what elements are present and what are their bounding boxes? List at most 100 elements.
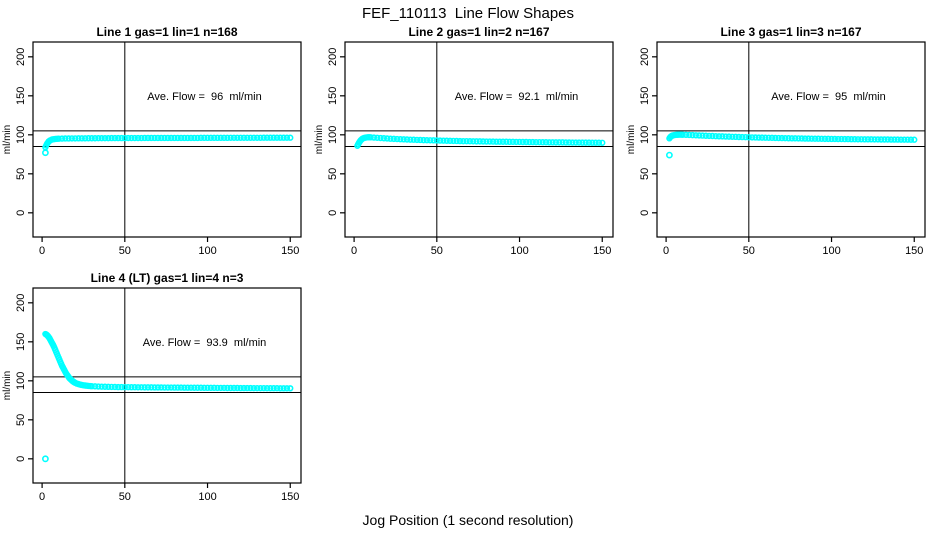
data-point bbox=[834, 135, 842, 143]
data-point bbox=[821, 135, 829, 143]
data-point bbox=[719, 133, 726, 140]
data-point bbox=[253, 134, 261, 141]
y-tick-label: 100 bbox=[15, 126, 27, 144]
data-point bbox=[374, 134, 381, 141]
ave-flow-annotation: Ave. Flow = 92.1 ml/min bbox=[455, 91, 579, 103]
data-point bbox=[131, 384, 138, 391]
data-point bbox=[58, 135, 66, 142]
data-point bbox=[167, 134, 175, 142]
data-point bbox=[78, 135, 86, 142]
data-point bbox=[745, 134, 753, 141]
data-point bbox=[154, 134, 162, 142]
data-point bbox=[732, 133, 739, 141]
data-point bbox=[798, 135, 805, 142]
subplot-title: Line 4 (LT) gas=1 lin=4 n=3 bbox=[91, 271, 244, 285]
outlier-point bbox=[42, 455, 49, 463]
data-point bbox=[277, 134, 284, 141]
data-point bbox=[715, 133, 723, 140]
data-point bbox=[263, 385, 271, 392]
data-point bbox=[158, 384, 165, 391]
data-point bbox=[705, 132, 713, 140]
data-point bbox=[532, 138, 540, 146]
data-point bbox=[118, 383, 125, 391]
data-point bbox=[247, 134, 254, 141]
plot-box bbox=[344, 41, 614, 238]
data-point bbox=[114, 134, 122, 142]
data-point bbox=[686, 131, 693, 139]
y-axis-title: ml/min bbox=[626, 125, 637, 154]
ave-flow-annotation: Ave. Flow = 93.9 ml/min bbox=[143, 337, 267, 349]
data-point bbox=[881, 136, 888, 143]
data-point bbox=[443, 137, 450, 144]
data-point bbox=[709, 132, 716, 140]
data-point bbox=[191, 384, 198, 391]
data-point bbox=[187, 134, 195, 142]
data-point bbox=[748, 134, 756, 141]
data-point bbox=[552, 139, 560, 146]
data-point bbox=[88, 135, 95, 142]
data-point bbox=[277, 385, 284, 392]
data-point bbox=[828, 135, 835, 143]
y-axis: 0 50 100 150 200 bbox=[639, 48, 657, 216]
data-point bbox=[407, 136, 414, 143]
subplot-svg-line-2: Line 2 gas=1 lin=2 n=167 0 50 100 150 0 50 100 1… bbox=[314, 25, 614, 257]
data-point bbox=[187, 384, 195, 391]
data-point bbox=[174, 134, 181, 142]
data-point bbox=[234, 134, 241, 141]
data-point bbox=[283, 134, 291, 141]
data-point bbox=[400, 136, 407, 143]
data-point bbox=[762, 134, 769, 141]
data-point bbox=[164, 134, 172, 142]
data-point bbox=[273, 134, 281, 141]
y-tick-label: 200 bbox=[327, 48, 339, 66]
data-point bbox=[95, 134, 102, 142]
data-point bbox=[55, 135, 62, 142]
data-point bbox=[181, 384, 188, 391]
data-point bbox=[210, 384, 218, 392]
y-tick-label: 100 bbox=[327, 126, 339, 144]
data-point bbox=[250, 384, 258, 392]
data-point bbox=[848, 135, 855, 143]
y-tick-label: 150 bbox=[15, 333, 27, 351]
data-point bbox=[148, 134, 155, 142]
data-point bbox=[742, 133, 749, 141]
data-point bbox=[864, 136, 872, 143]
data-point bbox=[397, 135, 404, 143]
data-point bbox=[436, 137, 444, 144]
data-point bbox=[224, 134, 231, 142]
x-tick-label: 0 bbox=[351, 245, 357, 257]
data-point bbox=[260, 134, 267, 141]
subplot-title: Line 1 gas=1 lin=1 n=168 bbox=[96, 25, 237, 39]
y-tick-label: 100 bbox=[639, 126, 651, 144]
data-point bbox=[466, 138, 474, 145]
data-point bbox=[579, 139, 586, 146]
figure-title: FEF_110113 Line Flow Shapes bbox=[361, 5, 575, 22]
x-tick-label: 0 bbox=[39, 245, 45, 257]
y-axis: 0 50 100 150 200 bbox=[15, 294, 33, 462]
x-tick-label: 0 bbox=[663, 245, 669, 257]
data-point bbox=[267, 134, 274, 141]
data-point bbox=[214, 134, 221, 142]
data-point bbox=[204, 384, 211, 392]
data-point bbox=[446, 137, 454, 145]
data-point bbox=[91, 135, 99, 142]
data-point bbox=[237, 134, 244, 141]
x-axis: 0 50 100 150 bbox=[663, 237, 923, 257]
data-point bbox=[270, 134, 277, 141]
data-point bbox=[805, 135, 812, 142]
data-point bbox=[141, 384, 148, 391]
x-tick-label: 150 bbox=[281, 245, 299, 257]
data-point bbox=[144, 384, 152, 391]
data-point bbox=[440, 137, 447, 144]
data-point bbox=[171, 134, 178, 142]
data-point bbox=[105, 383, 112, 391]
data-point bbox=[456, 137, 464, 145]
data-points bbox=[666, 131, 918, 159]
data-point bbox=[549, 139, 556, 146]
data-point bbox=[181, 134, 188, 142]
data-point bbox=[599, 139, 606, 146]
data-point bbox=[220, 384, 228, 392]
data-point bbox=[765, 134, 772, 141]
data-points bbox=[42, 330, 294, 463]
